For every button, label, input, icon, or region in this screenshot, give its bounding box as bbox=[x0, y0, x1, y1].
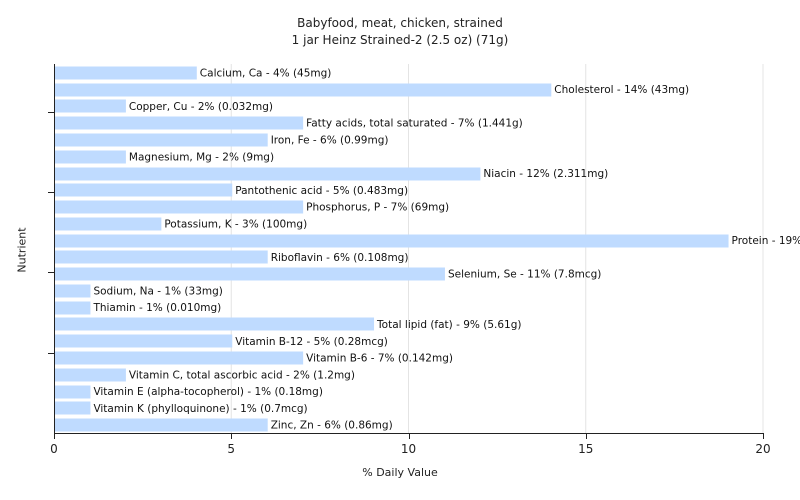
bar-13 bbox=[55, 284, 91, 298]
bar-label-21: Zinc, Zn - 6% (0.86mg) bbox=[271, 420, 393, 432]
bar-2 bbox=[55, 99, 126, 113]
bar-label-12: Selenium, Se - 11% (7.8mcg) bbox=[448, 269, 601, 281]
bar-7 bbox=[55, 183, 233, 197]
bar-4 bbox=[55, 133, 268, 147]
bar-0 bbox=[55, 66, 197, 80]
bar-17 bbox=[55, 351, 304, 365]
bar-label-6: Niacin - 12% (2.311mg) bbox=[483, 168, 608, 180]
y-axis-label: Nutrient bbox=[15, 227, 29, 273]
bar-15 bbox=[55, 317, 375, 331]
bar-10 bbox=[55, 234, 729, 248]
bar-label-13: Sodium, Na - 1% (33mg) bbox=[93, 285, 222, 297]
x-tick-label-3: 15 bbox=[578, 442, 593, 456]
bar-label-14: Thiamin - 1% (0.010mg) bbox=[92, 302, 221, 314]
bar-label-19: Vitamin E (alpha-tocopherol) - 1% (0.18m… bbox=[93, 386, 323, 398]
x-axis-label: % Daily Value bbox=[362, 466, 438, 479]
chart-subtitle: 1 jar Heinz Strained-2 (2.5 oz) (71g) bbox=[291, 33, 509, 47]
bar-14 bbox=[55, 301, 91, 315]
bar-3 bbox=[55, 116, 304, 130]
bar-label-7: Pantothenic acid - 5% (0.483mg) bbox=[235, 185, 408, 197]
bar-label-8: Phosphorus, P - 7% (69mg) bbox=[306, 202, 449, 214]
x-tick-label-0: 0 bbox=[50, 442, 58, 456]
bar-label-2: Copper, Cu - 2% (0.032mg) bbox=[129, 101, 273, 113]
bar-8 bbox=[55, 200, 304, 214]
bar-18 bbox=[55, 368, 126, 382]
x-tick-label-2: 10 bbox=[401, 442, 416, 456]
bar-16 bbox=[55, 334, 233, 348]
bar-label-3: Fatty acids, total saturated - 7% (1.441… bbox=[306, 118, 523, 130]
bar-11 bbox=[55, 250, 268, 264]
bar-label-11: Riboflavin - 6% (0.108mg) bbox=[271, 252, 409, 264]
bar-label-20: Vitamin K (phylloquinone) - 1% (0.7mcg) bbox=[93, 403, 307, 415]
bar-label-5: Magnesium, Mg - 2% (9mg) bbox=[129, 151, 274, 163]
bar-label-15: Total lipid (fat) - 9% (5.61g) bbox=[376, 319, 521, 331]
bar-20 bbox=[55, 401, 91, 415]
bar-label-16: Vitamin B-12 - 5% (0.28mcg) bbox=[235, 336, 388, 348]
bar-9 bbox=[55, 217, 162, 231]
bar-label-17: Vitamin B-6 - 7% (0.142mg) bbox=[306, 353, 453, 365]
bar-19 bbox=[55, 385, 91, 399]
bar-label-18: Vitamin C, total ascorbic acid - 2% (1.2… bbox=[129, 369, 355, 381]
bar-5 bbox=[55, 150, 126, 164]
x-tick-label-1: 5 bbox=[227, 442, 235, 456]
chart-title: Babyfood, meat, chicken, strained bbox=[297, 16, 503, 30]
bar-label-0: Calcium, Ca - 4% (45mg) bbox=[200, 67, 332, 79]
bar-1 bbox=[55, 83, 552, 97]
x-tick-label-4: 20 bbox=[755, 442, 770, 456]
bar-12 bbox=[55, 267, 445, 281]
bar-label-1: Cholesterol - 14% (43mg) bbox=[554, 84, 689, 96]
bar-label-9: Potassium, K - 3% (100mg) bbox=[164, 218, 307, 230]
bar-label-10: Protein - 19% (9.73g) bbox=[732, 235, 800, 247]
bar-21 bbox=[55, 418, 268, 432]
bar-label-4: Iron, Fe - 6% (0.99mg) bbox=[271, 134, 389, 146]
bar-6 bbox=[55, 167, 481, 181]
